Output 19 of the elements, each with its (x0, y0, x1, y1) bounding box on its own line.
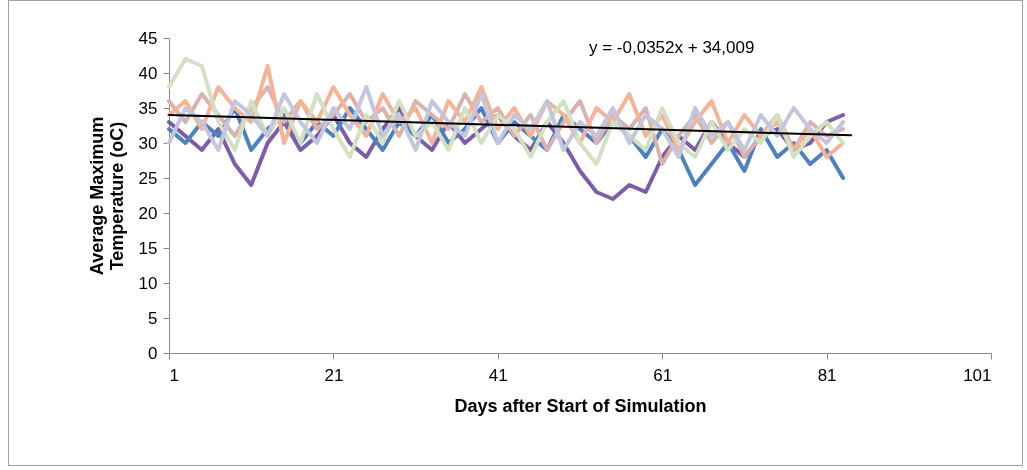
x-tick-label: 101 (963, 365, 992, 385)
x-tick-label: 61 (653, 365, 673, 385)
x-tick-label: 1 (169, 365, 179, 385)
x-tick-label: 41 (488, 365, 508, 385)
y-axis-title: Average Maximum Temperature (oC) (86, 116, 127, 276)
annotation: y = -0,0352x + 34,009 (589, 38, 755, 57)
y-tick-label: 45 (138, 28, 158, 48)
x-axis-title: Days after Start of Simulation (454, 395, 707, 416)
x-tick-label: 21 (324, 365, 344, 385)
y-tick-label: 35 (138, 98, 158, 118)
y-tick-label: 40 (138, 63, 158, 83)
y-tick-label: 0 (148, 343, 158, 363)
y-tick-label: 25 (138, 168, 158, 188)
y-tick-label: 10 (138, 273, 158, 293)
y-tick-label: 5 (148, 308, 158, 328)
y-tick-label: 30 (138, 133, 158, 153)
y-tick-label: 20 (138, 203, 158, 223)
x-tick-label: 81 (817, 365, 837, 385)
y-tick-label: 15 (138, 238, 158, 258)
